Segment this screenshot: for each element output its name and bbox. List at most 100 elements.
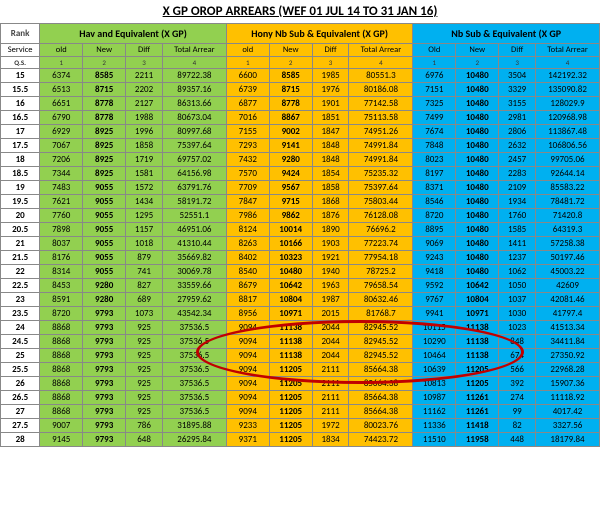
group-header: Nb Sub & Equivalent (X GP: [413, 24, 600, 44]
data-cell: 925: [126, 349, 163, 363]
data-cell: 8546: [413, 195, 456, 209]
qs-cell: 20.5: [1, 223, 40, 237]
column-header: old: [226, 44, 269, 57]
qs-header: Q.S.: [1, 57, 40, 69]
data-cell: 10480: [456, 195, 499, 209]
data-cell: 6790: [40, 111, 83, 125]
data-cell: 11336: [413, 419, 456, 433]
data-cell: 10480: [456, 251, 499, 265]
data-cell: 45003.22: [536, 265, 600, 279]
data-cell: 4017.42: [536, 405, 600, 419]
data-cell: 11138: [456, 335, 499, 349]
data-cell: 76696.2: [349, 223, 413, 237]
data-cell: 41797.4: [536, 307, 600, 321]
qs-cell: 23: [1, 293, 40, 307]
table-row: 15.565138715220289357.166739871519768018…: [1, 83, 600, 97]
data-cell: 2211: [126, 69, 163, 83]
data-cell: 9141: [269, 139, 312, 153]
data-cell: 8867: [269, 111, 312, 125]
data-cell: 11418: [456, 419, 499, 433]
qs-cell: 19: [1, 181, 40, 195]
data-cell: 8868: [40, 405, 83, 419]
data-cell: 1434: [126, 195, 163, 209]
data-cell: 6929: [40, 125, 83, 139]
data-cell: 8402: [226, 251, 269, 265]
data-cell: 8591: [40, 293, 83, 307]
data-cell: 1581: [126, 167, 163, 181]
data-cell: 2632: [499, 139, 536, 153]
data-cell: 8023: [413, 153, 456, 167]
qs-cell: 20: [1, 209, 40, 223]
data-cell: 9094: [226, 335, 269, 349]
data-cell: 6976: [413, 69, 456, 83]
data-cell: 1934: [499, 195, 536, 209]
data-cell: 9094: [226, 405, 269, 419]
data-cell: 11118.92: [536, 391, 600, 405]
data-cell: 9094: [226, 349, 269, 363]
data-cell: 57258.38: [536, 237, 600, 251]
service-header: Service: [1, 44, 40, 57]
data-cell: 33559.66: [162, 279, 226, 293]
data-cell: 11205: [269, 391, 312, 405]
data-cell: 8453: [40, 279, 83, 293]
data-cell: 6513: [40, 83, 83, 97]
data-cell: 1854: [312, 167, 349, 181]
data-cell: 8037: [40, 237, 83, 251]
data-cell: 11261: [456, 405, 499, 419]
data-cell: 7621: [40, 195, 83, 209]
qs-cell: 26: [1, 377, 40, 391]
data-cell: 75113.58: [349, 111, 413, 125]
data-cell: 10480: [456, 209, 499, 223]
qs-cell: 17: [1, 125, 40, 139]
data-cell: 8176: [40, 251, 83, 265]
table-row: 16.567908778198880673.047016886718517511…: [1, 111, 600, 125]
data-cell: 85664.38: [349, 391, 413, 405]
data-cell: 10480: [456, 83, 499, 97]
qs-cell: 27.5: [1, 419, 40, 433]
data-cell: 74991.84: [349, 153, 413, 167]
data-cell: 2109: [499, 181, 536, 195]
data-cell: 925: [126, 321, 163, 335]
data-cell: 8124: [226, 223, 269, 237]
data-cell: 10480: [456, 139, 499, 153]
data-cell: 9002: [269, 125, 312, 139]
column-index: 4: [162, 57, 226, 69]
data-cell: 1062: [499, 265, 536, 279]
data-cell: 1847: [312, 125, 349, 139]
data-cell: 89357.16: [162, 83, 226, 97]
table-row: 20.578989055115746951.068124100141890766…: [1, 223, 600, 237]
data-cell: 1572: [126, 181, 163, 195]
column-header: Total Arrear: [536, 44, 600, 57]
data-cell: 10323: [269, 251, 312, 265]
data-cell: 1963: [312, 279, 349, 293]
data-cell: 1972: [312, 419, 349, 433]
table-row: 17.570678925185875397.647293914118487499…: [1, 139, 600, 153]
table-row: 18.573448925158164156.987570942418547523…: [1, 167, 600, 181]
data-cell: 11162: [413, 405, 456, 419]
data-cell: 8720: [413, 209, 456, 223]
data-cell: 2044: [312, 321, 349, 335]
data-cell: 9094: [226, 363, 269, 377]
data-cell: 63791.76: [162, 181, 226, 195]
data-cell: 78481.72: [536, 195, 600, 209]
data-cell: 1868: [312, 195, 349, 209]
data-cell: 925: [126, 405, 163, 419]
data-cell: 69757.02: [162, 153, 226, 167]
data-cell: 8263: [226, 237, 269, 251]
data-cell: 11205: [456, 363, 499, 377]
data-cell: 1890: [312, 223, 349, 237]
data-cell: 6877: [226, 97, 269, 111]
data-cell: 8314: [40, 265, 83, 279]
data-cell: 7155: [226, 125, 269, 139]
table-row: 258868979392537536.5909411138204482945.5…: [1, 349, 600, 363]
data-cell: 689: [126, 293, 163, 307]
data-cell: 925: [126, 391, 163, 405]
data-cell: 64319.3: [536, 223, 600, 237]
column-index: 3: [312, 57, 349, 69]
data-cell: 2111: [312, 391, 349, 405]
data-cell: 74951.26: [349, 125, 413, 139]
data-cell: 22968.28: [536, 363, 600, 377]
qs-cell: 15: [1, 69, 40, 83]
data-cell: 8585: [269, 69, 312, 83]
data-cell: 128029.9: [536, 97, 600, 111]
